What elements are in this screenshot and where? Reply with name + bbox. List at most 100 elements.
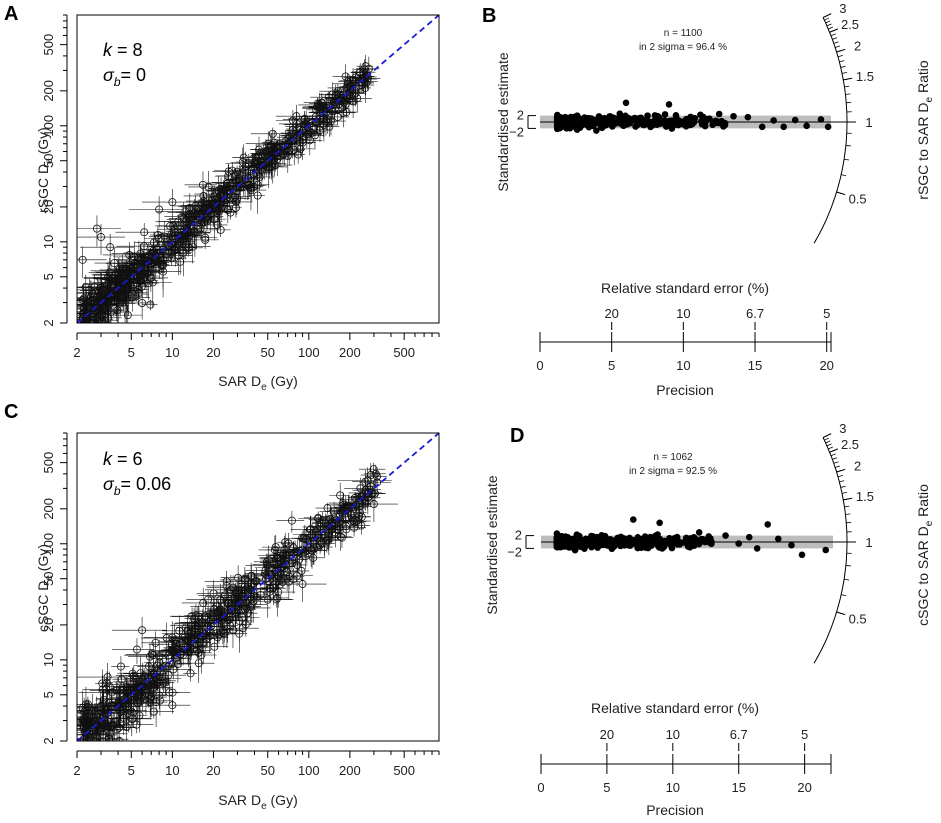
x-tick-label: 20 <box>206 345 220 360</box>
x-tick-label: 5 <box>128 345 135 360</box>
arc-minor-tick <box>832 457 838 460</box>
data-point <box>323 118 332 127</box>
data-point <box>321 519 330 528</box>
data-point <box>95 743 102 750</box>
radial-point <box>644 117 652 125</box>
rse-tick-label: 10 <box>666 727 680 742</box>
radial-point <box>730 112 737 120</box>
y-tick-label: 20 <box>41 200 56 214</box>
data-point <box>330 507 339 516</box>
arc-minor-tick <box>845 93 851 95</box>
radial-point <box>690 533 698 541</box>
data-point <box>283 151 292 160</box>
y-tick-label-upper: 2 <box>517 108 524 123</box>
x-tick-label: 50 <box>260 345 274 360</box>
data-point <box>172 645 181 654</box>
precision-tick-label: 0 <box>536 358 543 373</box>
outlier-point <box>263 595 272 604</box>
outlier-point <box>363 476 372 485</box>
precision-tick-label: 10 <box>676 358 690 373</box>
panel-d-rse-label: Relative standard error (%) <box>591 700 759 716</box>
arc-tick-label: 2.5 <box>841 437 859 452</box>
data-point <box>287 516 296 525</box>
panel-c-y-ticks: 2 5 10 20 50 100 200 500 <box>41 432 68 745</box>
data-point <box>284 577 293 586</box>
data-point <box>361 68 370 77</box>
panel-c-frame <box>76 432 440 742</box>
data-point <box>87 749 94 756</box>
data-point <box>81 348 88 355</box>
arc-minor-tick <box>824 17 830 21</box>
radial-point <box>578 116 586 123</box>
data-point <box>210 642 219 651</box>
data-point <box>218 614 227 623</box>
data-point <box>94 742 101 749</box>
outlier-point <box>92 224 101 233</box>
data-point <box>187 212 196 221</box>
panel-c-plot-area <box>77 433 439 777</box>
data-point <box>80 748 87 755</box>
data-point <box>103 673 112 682</box>
data-point <box>250 592 259 601</box>
radial-point <box>661 111 669 118</box>
data-point <box>324 93 333 102</box>
data-point <box>148 248 157 257</box>
ratio-arc-line <box>813 437 848 664</box>
precision-tick-label: 20 <box>797 780 811 795</box>
radial-point <box>557 539 565 547</box>
arc-minor-tick <box>840 65 846 68</box>
rse-tick-label: 6.7 <box>746 306 764 321</box>
data-point <box>155 658 164 667</box>
data-point <box>92 300 101 309</box>
radial-point <box>606 116 614 124</box>
precision-tick-label: 15 <box>731 780 745 795</box>
data-point <box>263 149 272 158</box>
radial-point <box>678 118 686 125</box>
precision-tick-label: 5 <box>608 358 615 373</box>
data-point <box>239 183 248 192</box>
data-point <box>99 320 108 323</box>
x-tick-label: 50 <box>260 763 274 778</box>
data-point <box>313 102 322 111</box>
ratio-arc-line <box>813 17 848 244</box>
data-point <box>278 573 287 582</box>
data-point <box>130 259 139 268</box>
data-point <box>85 303 94 312</box>
data-point <box>282 551 291 560</box>
data-point <box>85 770 92 777</box>
data-point <box>288 126 297 135</box>
data-point <box>350 517 359 526</box>
panel-d-y-label: Standardised estimate <box>484 475 500 615</box>
panel-b-precision-label: Precision <box>656 382 714 398</box>
data-point <box>144 662 153 671</box>
radial-point <box>596 115 604 122</box>
data-point <box>151 638 160 647</box>
radial-point <box>571 546 579 554</box>
radial-point <box>656 118 663 126</box>
panel-b-letter: B <box>482 5 496 27</box>
data-point <box>356 484 365 493</box>
radial-point <box>770 117 777 124</box>
arc-major-tick <box>843 497 853 501</box>
radial-point <box>593 119 600 127</box>
data-point <box>190 208 199 217</box>
radial-point <box>620 542 628 549</box>
panel-c-sigma-annotation: σb= 0.06 <box>103 474 171 498</box>
radial-point <box>622 99 630 107</box>
radial-point <box>687 114 694 122</box>
x-tick-label: 500 <box>393 763 415 778</box>
data-point <box>162 634 171 643</box>
y-tick-label: 5 <box>41 691 56 698</box>
data-point <box>262 557 271 566</box>
radial-point <box>701 122 709 130</box>
data-point <box>175 626 184 635</box>
radial-point <box>798 551 806 559</box>
radial-point <box>682 123 690 130</box>
data-point <box>92 734 101 741</box>
arc-minor-tick <box>844 505 850 508</box>
data-point <box>361 477 370 486</box>
radial-point <box>617 119 625 127</box>
radial-point <box>604 539 612 547</box>
arc-minor-tick <box>844 578 850 581</box>
data-point <box>316 537 325 546</box>
